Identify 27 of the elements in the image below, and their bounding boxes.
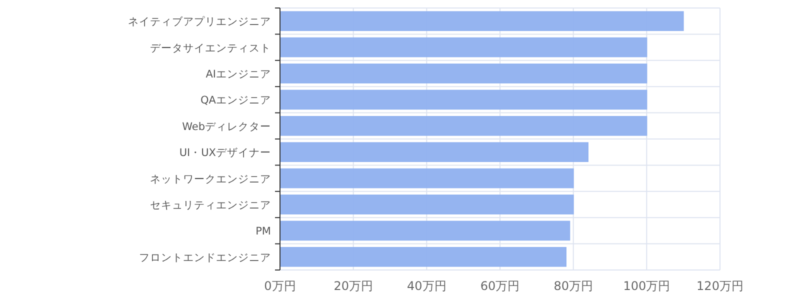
bar <box>280 37 648 58</box>
bar <box>280 64 648 84</box>
y-tick-label: セキュリティエンジニア <box>150 200 271 212</box>
x-tick-label: 120万円 <box>696 279 744 293</box>
x-tick-label: 40万円 <box>407 279 446 293</box>
x-tick-label: 60万円 <box>480 279 520 293</box>
x-tick-label: 20万円 <box>334 279 373 293</box>
x-tick-label: 80万円 <box>554 279 593 293</box>
bar <box>280 90 648 110</box>
y-tick-label: PM <box>256 226 271 238</box>
y-tick-label: ネイティブアプリエンジニア <box>128 15 271 28</box>
y-tick-label: ネットワークエンジニア <box>150 173 271 186</box>
bar <box>280 11 684 32</box>
bar <box>280 194 574 214</box>
x-tick-label: 0万円 <box>264 279 296 293</box>
y-tick-label: AIエンジニア <box>206 68 271 80</box>
y-tick-label: QAエンジニア <box>200 94 271 107</box>
bar <box>280 116 648 136</box>
x-tick-label: 100万円 <box>623 279 670 293</box>
y-tick-label: UI・UXデザイナー <box>179 147 271 160</box>
y-tick-label: データサイエンティスト <box>150 42 271 54</box>
bar <box>280 168 574 188</box>
bar <box>280 142 588 162</box>
y-tick-label: フロントエンドエンジニア <box>139 252 271 264</box>
bar <box>280 220 570 241</box>
y-tick-label: Webディレクター <box>182 120 271 133</box>
bar <box>280 246 566 267</box>
